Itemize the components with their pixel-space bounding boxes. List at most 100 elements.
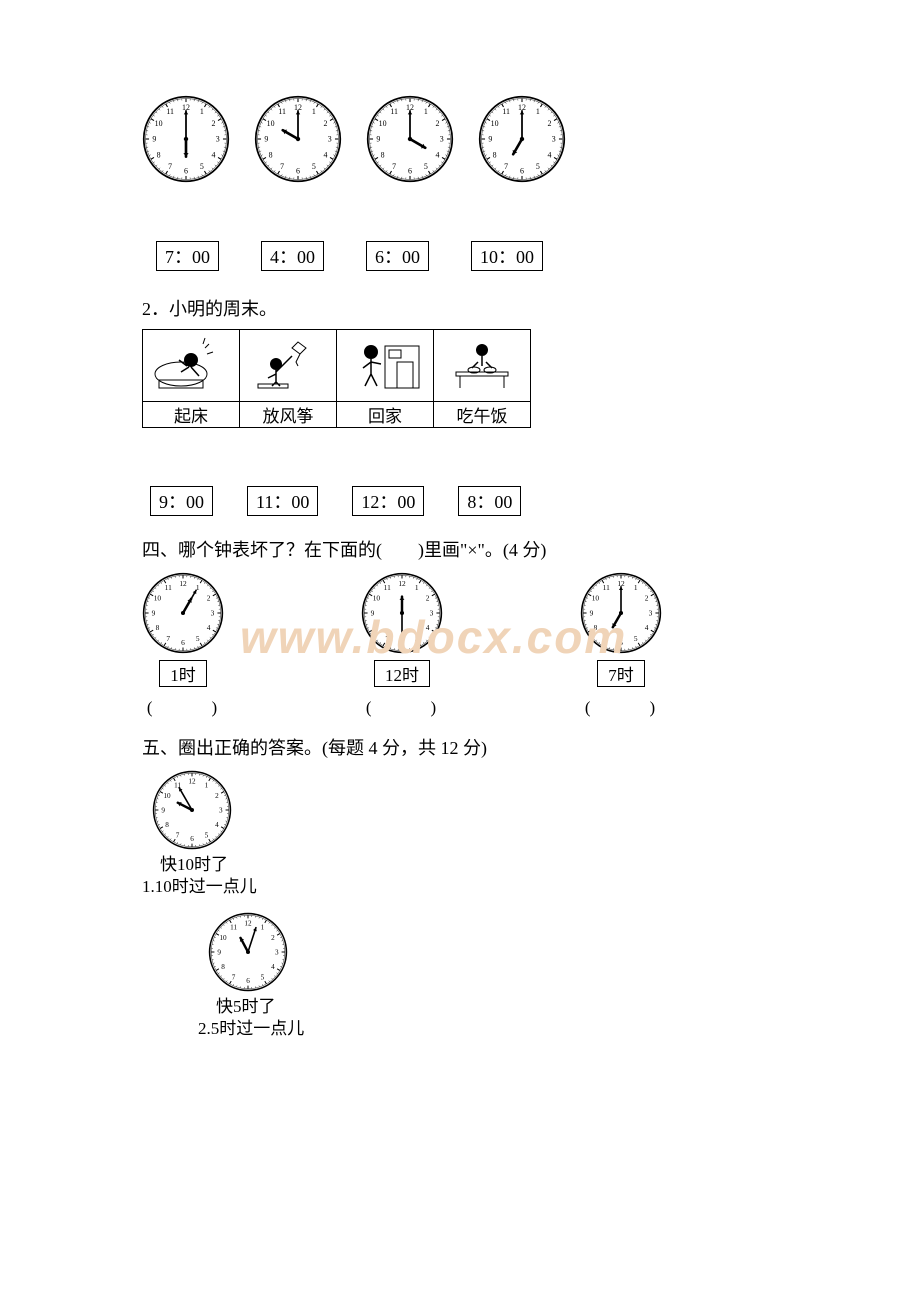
time-box: 10：00 (471, 241, 543, 271)
svg-text:12: 12 (179, 579, 187, 588)
svg-text:8: 8 (269, 150, 273, 159)
svg-text:3: 3 (275, 949, 279, 957)
svg-text:11: 11 (384, 583, 391, 592)
svg-text:10: 10 (491, 119, 499, 128)
clock-10: 123456789101112 (254, 95, 342, 183)
q5-clock-2: 123456789101112 (208, 912, 288, 992)
svg-text:4: 4 (207, 623, 211, 632)
svg-text:10: 10 (373, 594, 381, 603)
svg-text:1: 1 (415, 583, 419, 592)
time-box: 6：00 (366, 241, 429, 271)
svg-text:8: 8 (165, 821, 169, 829)
svg-text:2: 2 (215, 792, 219, 800)
section4-paren: ( ) (585, 693, 657, 718)
activity-label: 放风筝 (240, 402, 337, 428)
q5-option-b: 5时过一点儿 (211, 1019, 305, 1038)
q5-labels-2: 快5时了 2.5时过一点儿 (198, 996, 778, 1040)
svg-text:4: 4 (271, 963, 275, 971)
home-icon (345, 334, 425, 392)
svg-text:11: 11 (278, 107, 286, 116)
svg-text:12: 12 (398, 579, 406, 588)
svg-text:11: 11 (390, 107, 398, 116)
svg-text:4: 4 (323, 150, 327, 159)
svg-text:10: 10 (154, 594, 162, 603)
svg-text:9: 9 (264, 135, 268, 144)
svg-text:10: 10 (219, 934, 227, 942)
svg-text:12: 12 (188, 778, 196, 786)
svg-text:11: 11 (165, 583, 172, 592)
time-box: 9：00 (150, 486, 213, 516)
section4-clock-1: 123456789101112 (142, 572, 224, 654)
activity-img-kite (240, 330, 337, 402)
svg-text:3: 3 (649, 608, 653, 617)
svg-text:3: 3 (328, 135, 332, 144)
svg-text:5: 5 (312, 162, 316, 171)
q2-title: 2．小明的周末。 (142, 295, 778, 321)
q5-clock-1: 123456789101112 (152, 770, 232, 850)
svg-text:9: 9 (376, 135, 380, 144)
svg-text:5: 5 (634, 634, 638, 643)
q5-option-a: 快10时了 (160, 854, 778, 876)
svg-text:7: 7 (166, 634, 170, 643)
clock-row-top: 123456789101112 123456789101112 12345678… (142, 95, 778, 183)
section4-time-3: 7时 (597, 660, 645, 687)
time-box-row-1: 7：00 4：00 6：00 10：00 (156, 241, 778, 271)
svg-text:4: 4 (435, 150, 439, 159)
svg-text:3: 3 (440, 135, 444, 144)
lunch-icon (442, 334, 522, 392)
activity-img-lunch (434, 330, 531, 402)
svg-text:2: 2 (271, 934, 275, 942)
svg-text:10: 10 (267, 119, 275, 128)
svg-text:4: 4 (645, 623, 649, 632)
svg-text:2: 2 (323, 119, 327, 128)
svg-text:1: 1 (261, 924, 265, 932)
section4-paren: ( ) (147, 693, 219, 718)
svg-text:5: 5 (424, 162, 428, 171)
svg-text:3: 3 (219, 806, 223, 814)
time-box: 4：00 (261, 241, 324, 271)
activity-label: 起床 (143, 402, 240, 428)
section4-title: 四、哪个钟表坏了？在下面的( )里画"×"。(4 分) (142, 536, 778, 562)
svg-text:5: 5 (196, 634, 200, 643)
svg-text:6: 6 (520, 166, 524, 175)
svg-text:8: 8 (221, 963, 225, 971)
svg-text:7: 7 (232, 974, 236, 982)
clock-7: 123456789101112 (478, 95, 566, 183)
svg-text:8: 8 (156, 623, 160, 632)
kite-icon (248, 334, 328, 392)
svg-text:9: 9 (152, 608, 156, 617)
svg-text:11: 11 (502, 107, 510, 116)
section5-title: 五、圈出正确的答案。(每题 4 分，共 12 分) (142, 734, 778, 760)
svg-text:8: 8 (381, 150, 385, 159)
section4-paren: ( ) (366, 693, 438, 718)
svg-text:9: 9 (152, 135, 156, 144)
svg-text:2: 2 (645, 594, 649, 603)
svg-text:3: 3 (216, 135, 220, 144)
q5-option-b-wrapper: 1.10时过一点儿 (142, 876, 778, 898)
svg-text:9: 9 (161, 806, 165, 814)
q5-option-b-wrapper: 2.5时过一点儿 (198, 1018, 778, 1040)
svg-text:6: 6 (190, 835, 194, 843)
svg-text:1: 1 (200, 107, 204, 116)
svg-text:7: 7 (280, 162, 284, 171)
svg-text:2: 2 (211, 119, 215, 128)
svg-text:5: 5 (200, 162, 204, 171)
svg-text:6: 6 (296, 166, 300, 175)
time-box: 12：00 (352, 486, 424, 516)
time-box: 11：00 (247, 486, 318, 516)
svg-text:7: 7 (176, 831, 180, 839)
q5-prefix: 2. (198, 1019, 211, 1038)
svg-text:4: 4 (211, 150, 215, 159)
svg-text:1: 1 (634, 583, 638, 592)
section4-time-1: 1时 (159, 660, 207, 687)
svg-text:9: 9 (217, 949, 221, 957)
activity-table: 起床 放风筝 回家 吃午饭 (142, 329, 531, 428)
svg-text:5: 5 (261, 974, 265, 982)
q5-labels-1: 快10时了 1.10时过一点儿 (142, 854, 778, 898)
svg-text:2: 2 (547, 119, 551, 128)
svg-text:11: 11 (166, 107, 174, 116)
svg-text:5: 5 (536, 162, 540, 171)
q5-option-b: 10时过一点儿 (155, 877, 257, 896)
clock-6: 123456789101112 (142, 95, 230, 183)
q5-item-1: 123456789101112 快10时了 1.10时过一点儿 (142, 770, 778, 898)
